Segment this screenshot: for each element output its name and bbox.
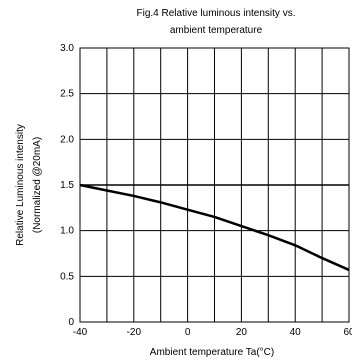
x-axis-label: Ambient temperature Ta(°C): [150, 347, 274, 358]
x-tick-label: 0: [185, 327, 191, 338]
chart-title-line-2: ambient temperature: [170, 25, 263, 36]
y-tick-label: 3.0: [60, 43, 74, 54]
y-tick-label: 1.5: [60, 180, 74, 191]
y-axis-label-line-1: Relative Luminous intensity: [15, 124, 26, 246]
y-tick-label: 0.5: [60, 271, 74, 282]
x-tick-labels: -40 -20 0 20 40 60: [73, 327, 352, 338]
y-tick-label: 2.0: [60, 134, 74, 145]
y-tick-labels: 0 0.5 1.0 1.5 2.0 2.5 3.0: [60, 43, 74, 328]
x-tick-label: -20: [127, 327, 142, 338]
chart-title-line-1: Fig.4 Relative luminous intensity vs.: [137, 8, 296, 19]
y-axis-label-line-2: (Normalized @20mA): [32, 137, 43, 233]
x-tick-label: 60: [343, 327, 352, 338]
x-tick-label: 20: [236, 327, 248, 338]
y-tick-label: 0: [68, 317, 74, 328]
series-layer: [79, 183, 350, 272]
x-tick-label: -40: [73, 327, 88, 338]
x-tick-label: 40: [290, 327, 302, 338]
y-tick-label: 1.0: [60, 226, 74, 237]
plot-frame: [79, 47, 350, 323]
series-line: [79, 183, 350, 272]
y-tick-label: 2.5: [60, 89, 74, 100]
